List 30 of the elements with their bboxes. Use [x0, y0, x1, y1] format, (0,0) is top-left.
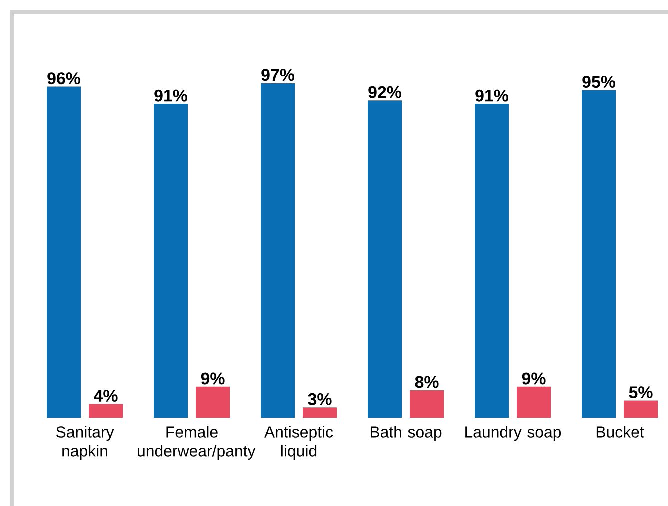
bar	[624, 400, 658, 418]
data-label: 91%	[476, 90, 508, 102]
x-tick-label: Antiseptic liquid	[264, 426, 334, 460]
data-label: 97%	[262, 69, 294, 82]
bar	[303, 408, 338, 418]
bar	[582, 90, 616, 418]
data-label: 91%	[154, 90, 188, 102]
x-tick-label: Sanitary napkin	[56, 426, 114, 460]
data-label: 9%	[522, 372, 546, 385]
bar	[89, 404, 124, 418]
data-label: 9%	[201, 372, 225, 385]
bar	[154, 104, 188, 418]
bar	[196, 386, 230, 418]
bar	[517, 386, 552, 418]
data-label: 8%	[415, 376, 439, 388]
bar	[475, 104, 510, 418]
bar	[368, 100, 402, 418]
bar	[261, 83, 296, 418]
x-tick-label: Bucket	[596, 426, 644, 438]
data-label: 96%	[48, 72, 80, 85]
x-tick-label: Bath soap	[370, 426, 442, 442]
data-label: 95%	[582, 76, 616, 88]
data-label: 4%	[94, 390, 118, 402]
data-label: 3%	[308, 393, 332, 406]
bar	[47, 86, 82, 418]
bar	[410, 390, 444, 418]
data-label: 92%	[368, 86, 402, 98]
x-tick-label: Laundry soap	[466, 426, 562, 442]
x-tick-label: Female underwear/panty	[138, 426, 256, 460]
data-label: 5%	[629, 386, 653, 399]
